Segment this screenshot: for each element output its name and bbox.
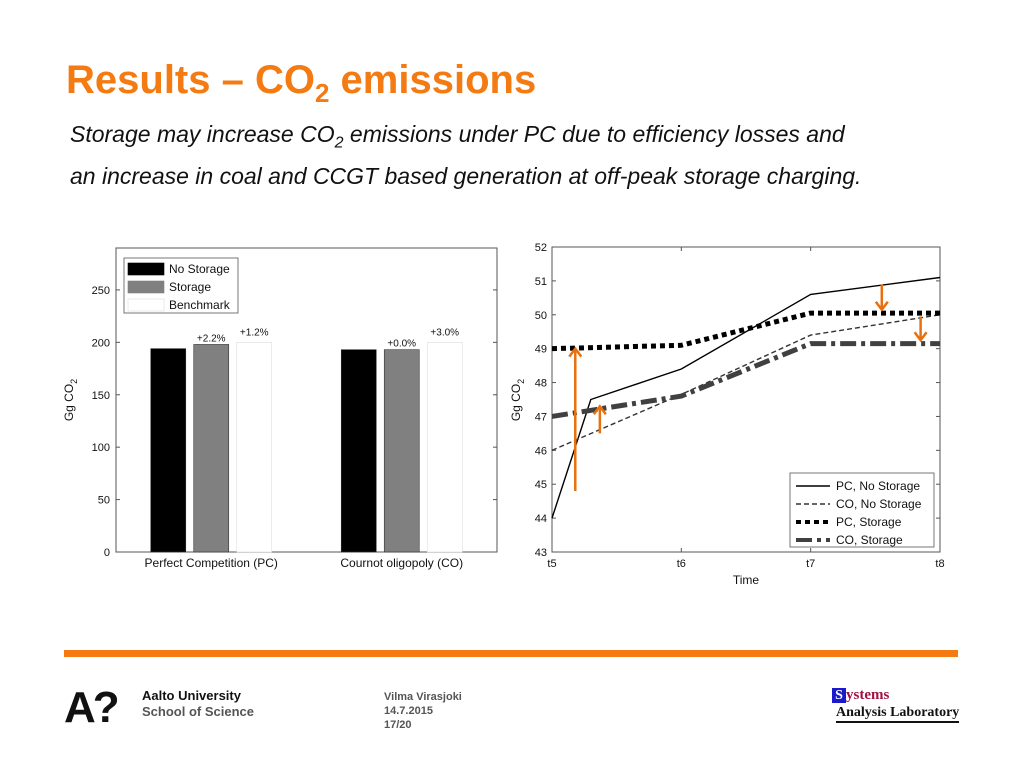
legend-label: PC, Storage xyxy=(836,515,902,529)
series-line xyxy=(551,310,940,352)
bar xyxy=(193,344,230,553)
bar xyxy=(383,349,420,553)
bar xyxy=(236,342,273,553)
y-axis-label-subscript: 2 xyxy=(516,379,526,384)
bar-data-label: +1.2% xyxy=(240,327,269,338)
change-arrowhead xyxy=(592,404,607,416)
bar-data-label: +3.0% xyxy=(430,327,459,338)
y-tick-label: 44 xyxy=(535,513,547,525)
date: 14.7.2015 xyxy=(384,705,433,717)
bar xyxy=(340,349,377,553)
slide-subtitle: Storage may increase CO2 emissions under… xyxy=(70,121,862,189)
x-tick-label: t7 xyxy=(806,558,815,570)
x-tick-label: t6 xyxy=(677,558,686,570)
y-tick-label: 47 xyxy=(535,411,547,423)
y-tick-label: 52 xyxy=(535,242,547,254)
bar-data-label: +0.0% xyxy=(387,339,416,350)
footer-divider xyxy=(64,650,958,657)
y-tick-label: 48 xyxy=(535,378,547,390)
x-tick-label: t5 xyxy=(547,558,556,570)
change-arrowhead xyxy=(568,346,583,358)
page-number: 17/20 xyxy=(384,719,412,731)
x-tick-label: t8 xyxy=(935,558,944,570)
y-tick-label: 50 xyxy=(98,495,110,507)
y-tick-label: 45 xyxy=(535,479,547,491)
y-axis-label: Gg CO2 xyxy=(509,379,526,421)
bar xyxy=(426,342,463,553)
university-name: Aalto University School of Science xyxy=(142,688,254,720)
legend-label: No Storage xyxy=(169,262,230,276)
university-label: Aalto University xyxy=(142,688,241,703)
footer-info: Vilma Virasjoki 14.7.2015 17/20 xyxy=(384,690,462,732)
y-tick-label: 100 xyxy=(92,442,110,454)
legend-swatch xyxy=(127,280,165,294)
series-line xyxy=(551,341,940,419)
bar xyxy=(150,348,187,553)
x-axis-label: Time xyxy=(733,573,760,587)
x-tick-label: Cournot oligopoly (CO) xyxy=(340,556,463,570)
y-tick-label: 51 xyxy=(535,276,547,288)
series-line xyxy=(551,314,941,451)
legend-label: PC, No Storage xyxy=(836,479,920,493)
y-tick-label: 49 xyxy=(535,344,547,356)
y-tick-label: 0 xyxy=(104,547,110,559)
legend-label: Storage xyxy=(169,280,211,294)
legend-label: CO, No Storage xyxy=(836,497,922,511)
legend-swatch xyxy=(127,262,165,276)
bar-data-label: +2.2% xyxy=(197,333,226,344)
y-axis-label-subscript: 2 xyxy=(69,379,79,384)
aalto-logo: A? xyxy=(64,683,120,732)
y-tick-label: 50 xyxy=(535,310,547,322)
change-arrowhead xyxy=(874,300,889,312)
legend-swatch xyxy=(127,298,165,312)
y-tick-label: 46 xyxy=(535,445,547,457)
y-tick-label: 150 xyxy=(92,390,110,402)
legend-label: CO, Storage xyxy=(836,533,903,547)
slide-title: Results – CO2 emissions xyxy=(66,58,537,108)
change-arrowhead xyxy=(913,331,928,343)
x-tick-label: Perfect Competition (PC) xyxy=(145,556,278,570)
y-tick-label: 43 xyxy=(535,547,547,559)
y-axis-label: Gg CO2 xyxy=(62,379,79,421)
legend-label: Benchmark xyxy=(169,298,231,312)
author: Vilma Virasjoki xyxy=(384,691,462,703)
y-tick-label: 200 xyxy=(92,337,110,349)
school-label: School of Science xyxy=(142,704,254,719)
y-tick-label: 250 xyxy=(92,285,110,297)
